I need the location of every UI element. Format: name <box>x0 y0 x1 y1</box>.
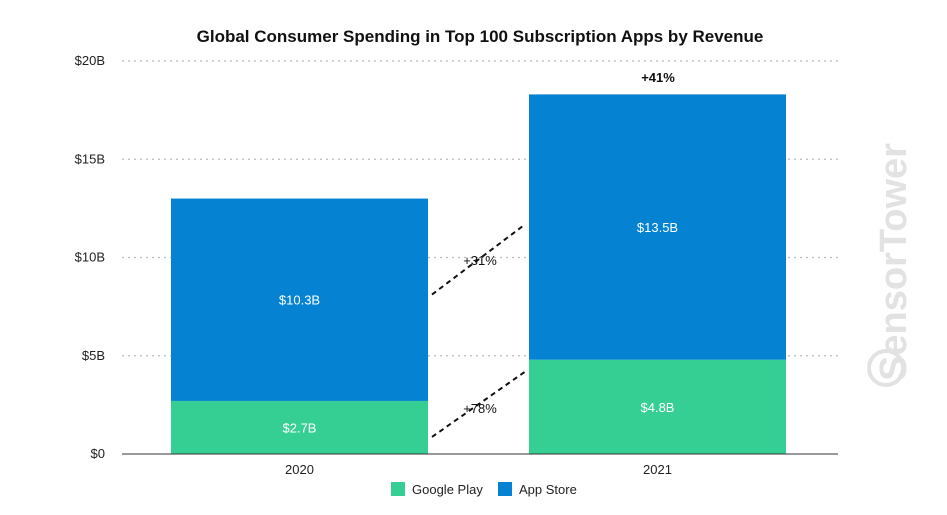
y-tick-label: $15B <box>75 151 105 166</box>
y-tick-label: $10B <box>75 250 105 265</box>
growth-connectors <box>431 223 526 438</box>
google-play-growth-label: +78% <box>463 401 497 416</box>
legend: Google Play App Store <box>391 482 577 497</box>
sensortower-watermark: SensorTower <box>867 143 915 387</box>
x-tick-label: 2020 <box>285 462 314 477</box>
bar-app-store-2021 <box>529 94 786 360</box>
y-tick-label: $0 <box>91 446 105 461</box>
watermark-logo-icon <box>867 349 905 387</box>
legend-label-app-store: App Store <box>519 482 577 497</box>
data-label-app-store-2021: $13.5B <box>637 220 678 235</box>
bar-google-play-2020 <box>171 400 428 454</box>
legend-swatch-google-play <box>391 482 405 496</box>
x-tick-label: 2021 <box>643 462 672 477</box>
app-store-growth-label: +31% <box>463 253 497 268</box>
bar-google-play-2021 <box>529 359 786 454</box>
data-label-google-play-2020: $2.7B <box>283 420 317 435</box>
watermark-text: SensorTower <box>873 143 915 381</box>
legend-swatch-app-store <box>498 482 512 496</box>
bars: $2.7B $10.3B $4.8B $13.5B <box>171 94 786 454</box>
app-store-growth-connector <box>431 223 526 296</box>
google-play-growth-connector <box>431 370 526 438</box>
bar-app-store-2020 <box>171 198 428 401</box>
total-growth-label: +41% <box>641 70 675 85</box>
data-label-google-play-2021: $4.8B <box>641 400 675 415</box>
data-label-app-store-2020: $10.3B <box>279 293 320 308</box>
y-axis-ticks: $0 $5B $10B $15B $20B <box>75 53 105 461</box>
x-axis-ticks: 2020 2021 <box>285 462 672 477</box>
y-tick-label: $20B <box>75 53 105 68</box>
y-tick-label: $5B <box>82 348 105 363</box>
legend-label-google-play: Google Play <box>412 482 483 497</box>
chart-title: Global Consumer Spending in Top 100 Subs… <box>197 27 764 46</box>
